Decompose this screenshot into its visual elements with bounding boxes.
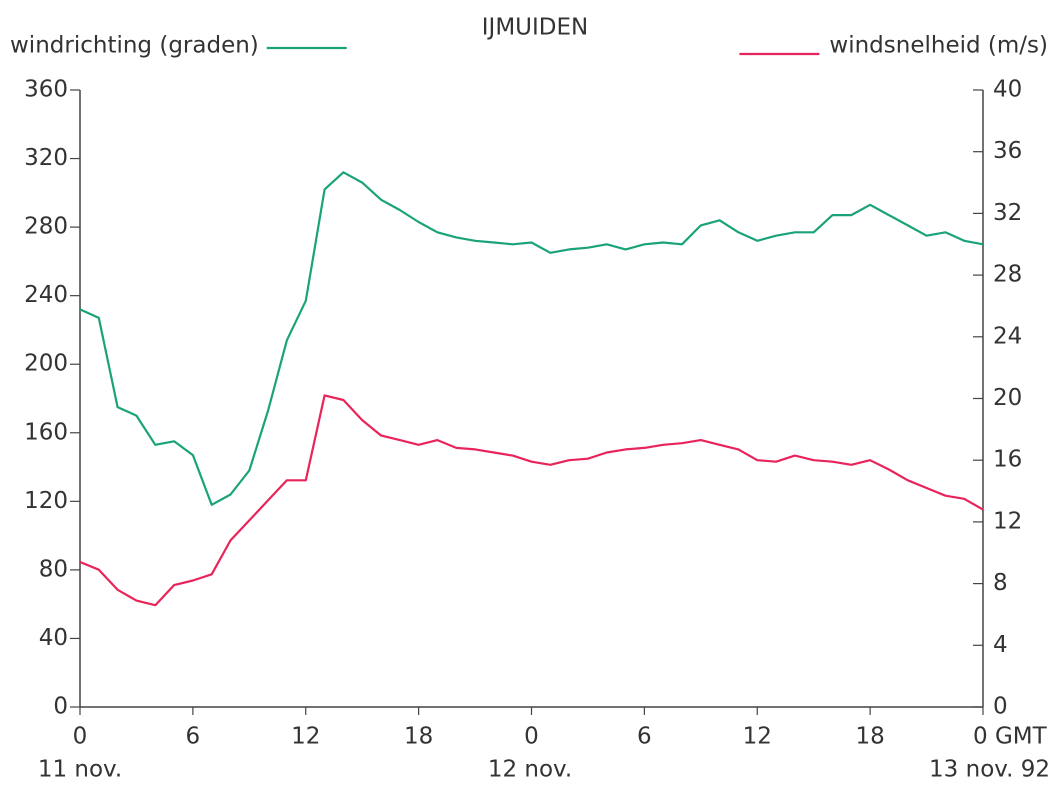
x-tick-label: 0 GMT [973,724,1048,750]
y-tick-label: 280 [24,214,68,240]
x-tick-label: 0 [524,724,539,750]
x-tick-label: 6 [637,724,652,750]
x-tick-label: 12 [743,724,772,750]
y-tick-label: 80 [39,556,68,582]
y-tick-label: 360 [24,77,68,103]
chart-title: IJMUIDEN [482,15,588,41]
y2-tick-label: 8 [993,570,1008,596]
y-tick-label: 200 [24,351,68,377]
y2-tick-label: 32 [993,200,1022,226]
date-label: 13 nov. 92 [929,757,1050,783]
series-line [79,394,984,607]
y-tick-label: 320 [24,145,68,171]
y2-tick-label: 0 [993,694,1008,720]
date-label: 12 nov. [488,757,572,783]
y2-tick-label: 4 [993,632,1008,658]
y2-tick-label: 20 [993,385,1022,411]
y2-tick-label: 36 [993,138,1022,164]
y-tick-label: 0 [53,694,68,720]
y2-tick-label: 28 [993,262,1022,288]
x-tick-label: 0 [73,724,88,750]
y2-tick-label: 12 [993,508,1022,534]
x-tick-label: 18 [855,724,884,750]
x-tick-label: 18 [404,724,433,750]
y2-tick-label: 16 [993,447,1022,473]
legend-label: windrichting (graden) [10,33,259,59]
x-tick-label: 12 [291,724,320,750]
date-label: 11 nov. [38,757,122,783]
y-tick-label: 240 [24,282,68,308]
series-line [79,171,984,506]
y2-tick-label: 24 [993,323,1022,349]
y-tick-label: 120 [24,488,68,514]
y2-tick-label: 40 [993,77,1022,103]
y-tick-label: 160 [24,419,68,445]
legend-label: windsnelheid (m/s) [829,33,1048,59]
x-tick-label: 6 [186,724,201,750]
y-tick-label: 40 [39,625,68,651]
